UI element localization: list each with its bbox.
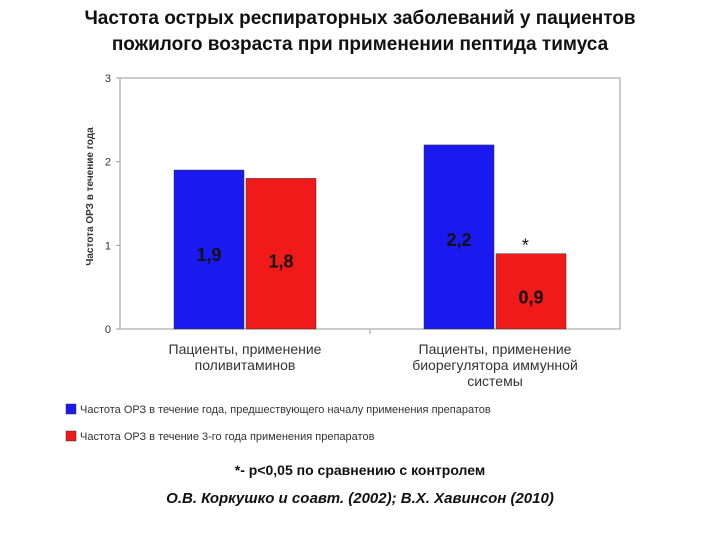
y-tick-label: 0 (105, 324, 111, 336)
x-category-label: Пациенты, применение (169, 341, 322, 357)
bar-2-series-2 (495, 253, 567, 330)
legend-label-1: Частота ОРЗ в течение года, предшествующ… (80, 404, 491, 416)
data-label: 2,2 (446, 230, 471, 250)
bar-1-series-1 (173, 169, 245, 330)
slide-title-line-2: пожилого возраста при применении пептида… (111, 34, 609, 55)
slide-title-line-1: Частота острых респираторных заболеваний… (84, 8, 636, 29)
significance-note: *- р<0,05 по сравнению с контролем (234, 462, 486, 478)
y-tick-label: 3 (105, 73, 111, 85)
bar-1-series-2 (245, 178, 317, 330)
data-label: 1,8 (268, 251, 293, 271)
legend-label-2: Частота ОРЗ в течение 3-го года применен… (80, 431, 375, 443)
y-tick-label: 1 (105, 240, 111, 252)
legend-swatch-1 (65, 403, 77, 415)
slide-title: Частота острых респираторных заболеваний… (0, 6, 720, 58)
citation: О.В. Коркушко и соавт. (2002); В.Х. Хави… (166, 490, 554, 507)
data-label: 1,9 (196, 245, 221, 265)
significance-asterisk: * (522, 236, 529, 256)
y-tick-label: 2 (105, 157, 111, 169)
y-axis-label: Частота ОРЗ в течение года (85, 127, 96, 266)
data-label: 0,9 (518, 287, 543, 307)
x-category-label: поливитаминов (195, 357, 296, 373)
bar-2-series-1 (423, 144, 495, 330)
x-category-label: Пациенты, применение (419, 341, 572, 357)
x-category-label: биорегулятора иммунной (412, 357, 578, 373)
x-category-label: системы (467, 373, 523, 389)
legend-swatch-2 (65, 430, 77, 442)
